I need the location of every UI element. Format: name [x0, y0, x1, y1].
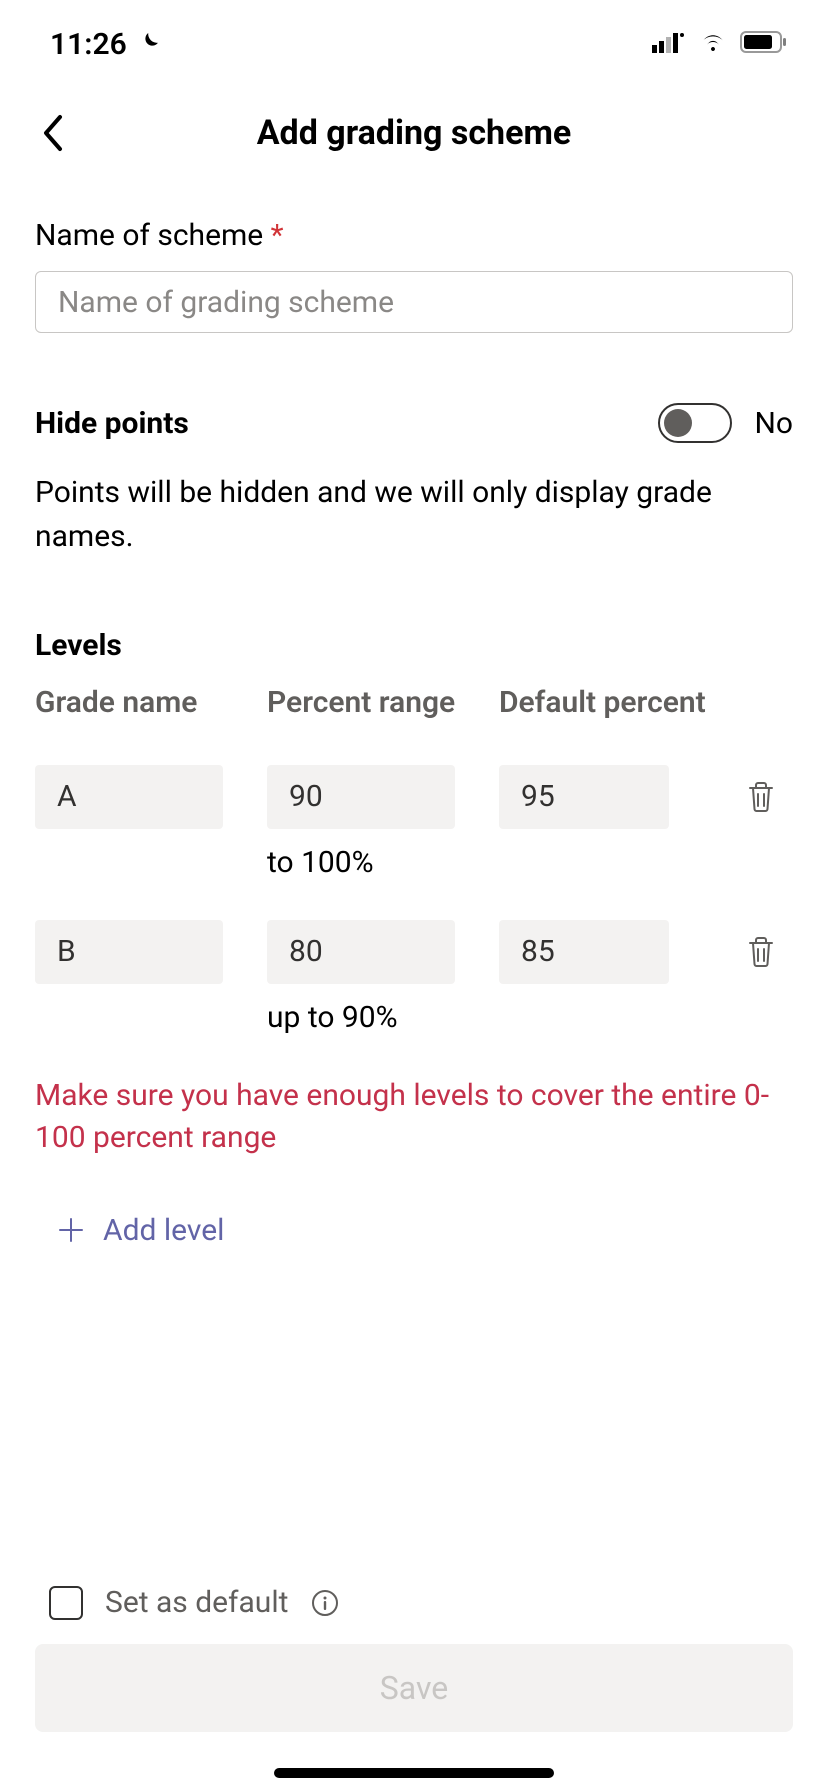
col-header-percent: Percent range [267, 681, 499, 725]
delete-level-button[interactable] [739, 765, 783, 829]
page-title: Add grading scheme [257, 113, 572, 153]
hide-points-description: Points will be hidden and we will only d… [35, 471, 793, 558]
toggle-knob [664, 409, 692, 437]
level-row: to 100% [35, 765, 793, 880]
toggle-state-text: No [754, 406, 793, 441]
name-label-text: Name of scheme [35, 218, 263, 253]
set-default-label: Set as default [105, 1585, 288, 1620]
col-header-del [709, 681, 793, 725]
col-header-grade: Grade name [35, 681, 267, 725]
content: Name of scheme * Hide points No Points w… [0, 178, 828, 1248]
hide-points-label: Hide points [35, 406, 189, 441]
moon-icon [137, 27, 161, 62]
name-field-label: Name of scheme * [35, 218, 793, 253]
battery-icon [740, 31, 788, 57]
grade-name-input[interactable] [35, 765, 223, 829]
scheme-name-input[interactable] [35, 271, 793, 333]
hide-points-toggle[interactable] [658, 403, 732, 443]
percent-range-input[interactable] [267, 920, 455, 984]
level-row: up to 90% [35, 920, 793, 1035]
toggle-wrap: No [658, 403, 793, 443]
page-header: Add grading scheme [0, 88, 828, 178]
set-default-row: Set as default [35, 1585, 793, 1620]
chevron-left-icon [40, 113, 64, 153]
back-button[interactable] [30, 111, 74, 155]
status-bar: 11:26 [0, 0, 828, 88]
levels-error-message: Make sure you have enough levels to cove… [35, 1075, 793, 1159]
levels-table: Grade name Percent range Default percent… [35, 681, 793, 1035]
percent-range-input[interactable] [267, 765, 455, 829]
default-percent-input[interactable] [499, 920, 669, 984]
delete-level-button[interactable] [739, 920, 783, 984]
range-text: up to 90% [267, 1000, 499, 1035]
grade-name-input[interactable] [35, 920, 223, 984]
plus-icon [57, 1216, 85, 1244]
save-button[interactable]: Save [35, 1644, 793, 1732]
status-time: 11:26 [50, 27, 127, 62]
add-level-label: Add level [103, 1213, 224, 1248]
info-icon[interactable] [310, 1588, 340, 1618]
trash-icon [746, 935, 776, 969]
required-marker: * [271, 218, 284, 253]
hide-points-row: Hide points No [35, 403, 793, 443]
range-text: to 100% [267, 845, 499, 880]
set-default-checkbox[interactable] [49, 1586, 83, 1620]
status-left: 11:26 [50, 27, 161, 62]
status-right [652, 31, 788, 57]
wifi-icon [698, 31, 728, 57]
default-percent-input[interactable] [499, 765, 669, 829]
levels-header-row: Grade name Percent range Default percent [35, 681, 793, 725]
footer: Set as default Save [35, 1585, 793, 1732]
col-header-default: Default percent [499, 681, 709, 725]
trash-icon [746, 780, 776, 814]
home-indicator[interactable] [274, 1768, 554, 1778]
levels-heading: Levels [35, 628, 793, 663]
cellular-icon [652, 31, 686, 57]
add-level-button[interactable]: Add level [57, 1213, 793, 1248]
